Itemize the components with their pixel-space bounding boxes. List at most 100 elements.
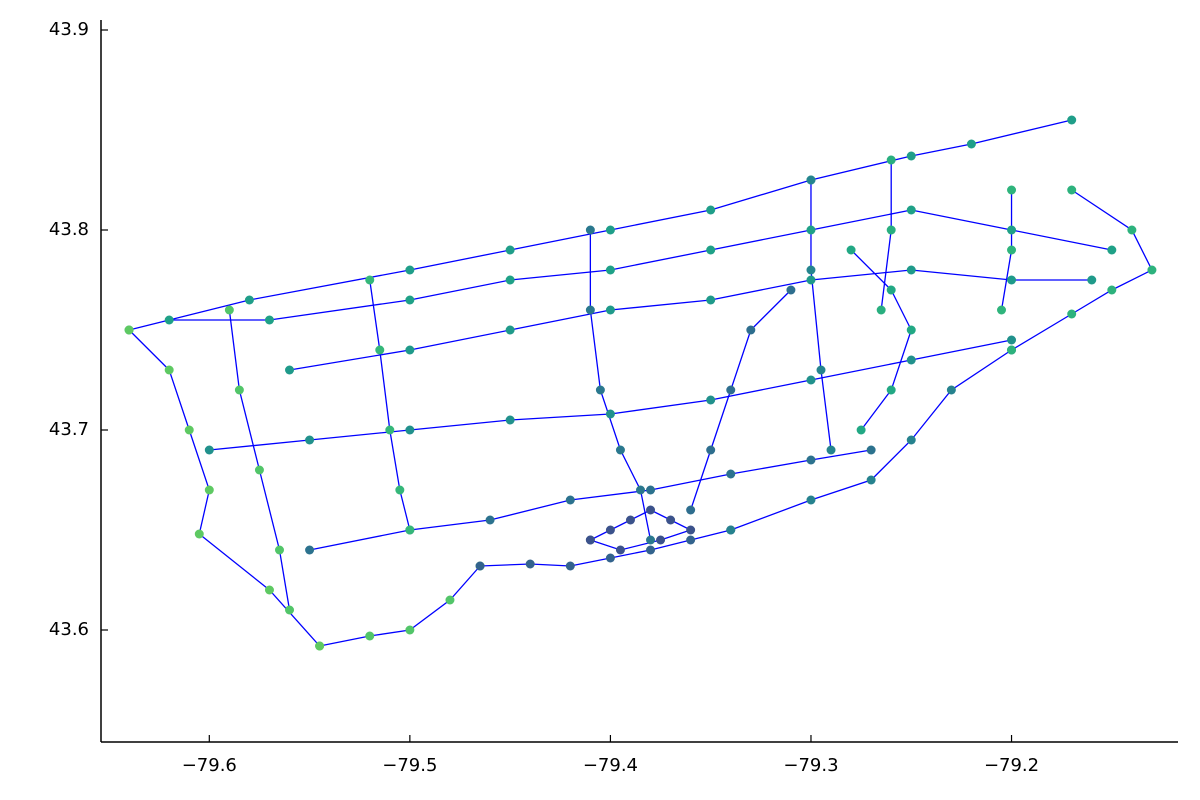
node-point [746, 325, 756, 335]
node-point [525, 559, 535, 569]
node-point [1067, 309, 1077, 319]
x-tick-label: −79.6 [182, 755, 237, 776]
node-point [505, 245, 515, 255]
node-point [856, 425, 866, 435]
node-point [806, 375, 816, 385]
node-point [405, 345, 415, 355]
node-point [1067, 185, 1077, 195]
node-point [585, 225, 595, 235]
node-point [385, 425, 395, 435]
node-point [475, 561, 485, 571]
node-point [565, 561, 575, 571]
node-point [565, 495, 575, 505]
node-point [646, 505, 656, 515]
node-point [636, 485, 646, 495]
node-point [816, 365, 826, 375]
y-tick-label: 43.9 [49, 19, 89, 40]
node-point [204, 445, 214, 455]
node-point [1087, 275, 1097, 285]
x-tick-label: −79.2 [984, 755, 1039, 776]
node-point [646, 485, 656, 495]
x-tick-label: −79.5 [382, 755, 437, 776]
node-point [726, 525, 736, 535]
node-point [846, 245, 856, 255]
node-point [505, 275, 515, 285]
node-point [505, 325, 515, 335]
node-point [405, 265, 415, 275]
node-point [886, 155, 896, 165]
node-point [405, 295, 415, 305]
street-line [589, 230, 652, 541]
node-point [224, 305, 234, 315]
node-point [124, 325, 134, 335]
node-point [1147, 265, 1157, 275]
street-line [369, 279, 411, 531]
node-point [405, 425, 415, 435]
node-point [164, 365, 174, 375]
node-point [315, 641, 325, 651]
node-point [706, 245, 716, 255]
node-point [806, 265, 816, 275]
street-line [169, 209, 1112, 321]
node-point [615, 445, 625, 455]
y-tick-label: 43.6 [49, 619, 89, 640]
node-point [445, 595, 455, 605]
street-line [690, 289, 792, 511]
node-point [906, 205, 916, 215]
node-point [264, 585, 274, 595]
node-point [605, 525, 615, 535]
street-line [1011, 189, 1153, 351]
node-point [1127, 225, 1137, 235]
node-point [365, 275, 375, 285]
node-point [866, 445, 876, 455]
x-tick-label: −79.4 [583, 755, 638, 776]
node-point [405, 625, 415, 635]
node-point [906, 325, 916, 335]
node-point [726, 469, 736, 479]
node-point [706, 205, 716, 215]
node-point [204, 485, 214, 495]
node-point [505, 415, 515, 425]
node-point [786, 285, 796, 295]
node-point [906, 435, 916, 445]
street-line [209, 339, 1012, 451]
node-point [1007, 275, 1017, 285]
street-line [128, 119, 1072, 331]
node-point [646, 535, 656, 545]
node-point [615, 545, 625, 555]
node-point [164, 315, 174, 325]
node-point [866, 475, 876, 485]
y-tick-label: 43.8 [49, 219, 89, 240]
node-point [706, 395, 716, 405]
node-point [375, 345, 385, 355]
node-point [826, 445, 836, 455]
node-point [646, 545, 656, 555]
node-point [1107, 245, 1117, 255]
node-point [1007, 335, 1017, 345]
node-point [305, 545, 315, 555]
node-point [876, 305, 886, 315]
street-line [730, 349, 1012, 531]
node-point [886, 285, 896, 295]
node-point [666, 515, 676, 525]
node-point [806, 495, 816, 505]
x-tick-label: −79.3 [783, 755, 838, 776]
node-point [595, 385, 605, 395]
node-point [365, 631, 375, 641]
node-point [946, 385, 956, 395]
street-line [850, 249, 912, 431]
node-point [1007, 185, 1017, 195]
node-point [485, 515, 495, 525]
node-point [886, 385, 896, 395]
node-point [605, 553, 615, 563]
y-tick-label: 43.7 [49, 419, 89, 440]
node-point [806, 455, 816, 465]
node-point [706, 295, 716, 305]
street-line [480, 529, 731, 567]
node-point [1007, 345, 1017, 355]
node-point [886, 225, 896, 235]
node-point [1007, 245, 1017, 255]
node-point [806, 175, 816, 185]
node-point [254, 465, 264, 475]
